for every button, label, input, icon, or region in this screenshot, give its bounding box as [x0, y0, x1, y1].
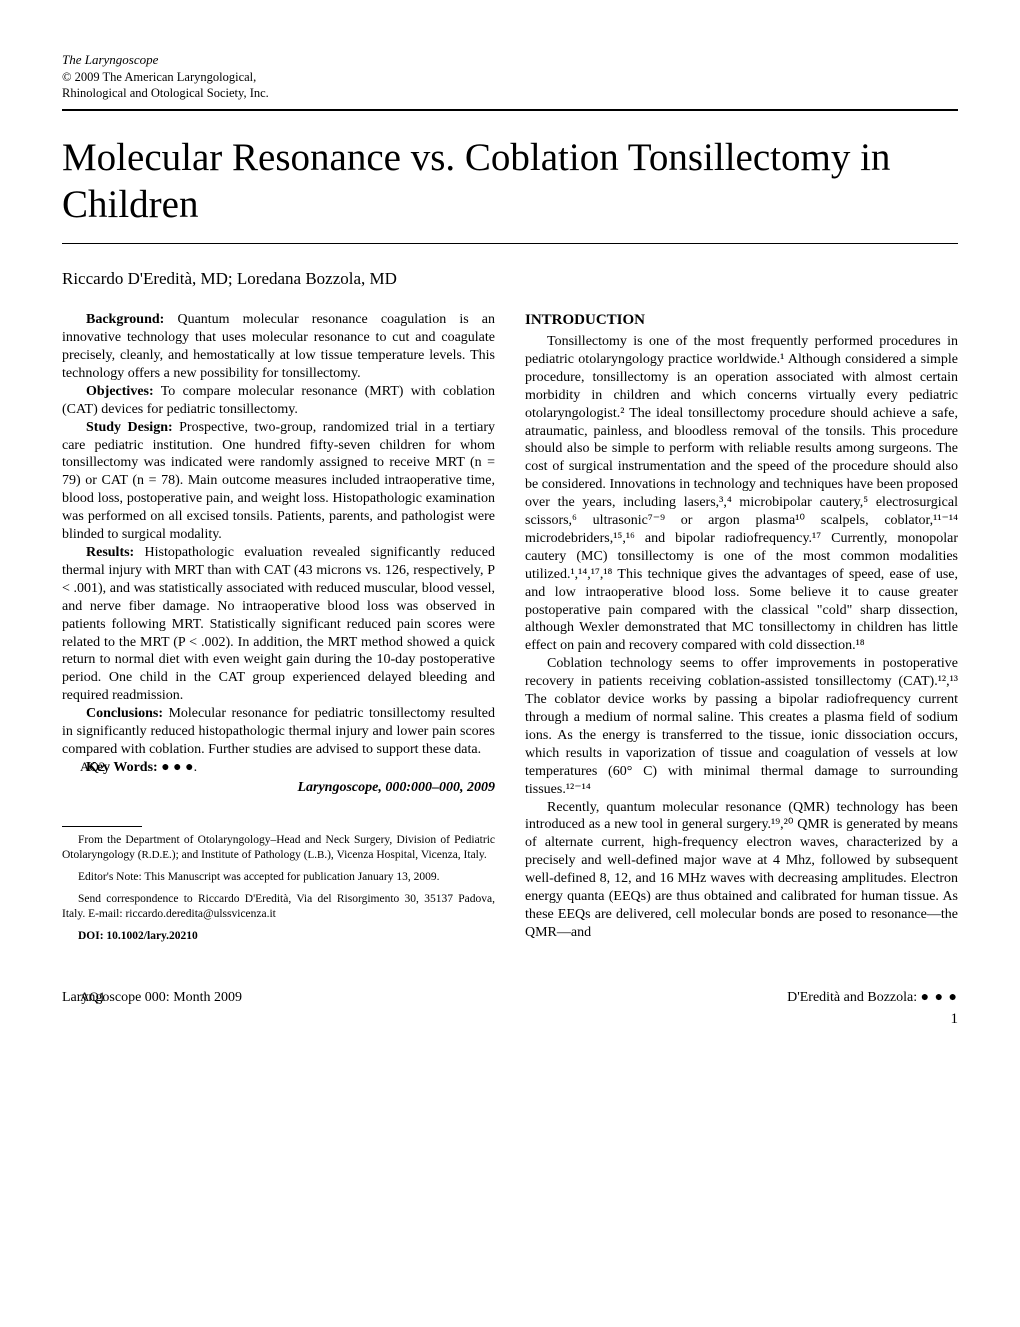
aq2-label: AQ2: [80, 759, 105, 775]
background-label: Background:: [86, 312, 164, 327]
journal-header: The Laryngoscope © 2009 The American Lar…: [62, 52, 958, 101]
abstract: Background: Quantum molecular resonance …: [62, 311, 495, 796]
footnote-correspondence: Send correspondence to Riccardo D'Eredit…: [62, 892, 495, 922]
affil-lb: L.B.: [308, 849, 328, 861]
objectives-label: Objectives:: [86, 384, 154, 399]
left-column: Background: Quantum molecular resonance …: [62, 311, 495, 951]
footnote-doi: DOI: 10.1002/lary.20210: [62, 929, 495, 944]
intro-p1: Tonsillectomy is one of the most frequen…: [525, 333, 958, 655]
design-text: Prospective, two-group, randomized trial…: [62, 420, 495, 542]
rule-under-title: [62, 243, 958, 244]
abstract-background: Background: Quantum molecular resonance …: [62, 311, 495, 383]
abstract-design: Study Design: Prospective, two-group, ra…: [62, 419, 495, 544]
article-title: Molecular Resonance vs. Coblation Tonsil…: [62, 135, 958, 229]
design-label: Study Design:: [86, 420, 173, 435]
journal-title: The Laryngoscope: [62, 52, 958, 69]
journal-copyright: © 2009 The American Laryngological,: [62, 69, 958, 85]
affil-suffix: ), Vicenza Hospital, Vicenza, Italy.: [327, 849, 487, 861]
footer-dots-icon: [921, 990, 958, 1005]
abstract-conclusions: Conclusions: Molecular resonance for ped…: [62, 705, 495, 759]
footnote-affiliation: From the Department of Otolaryngology–He…: [62, 833, 495, 863]
intro-p2: Coblation technology seems to offer impr…: [525, 655, 958, 798]
journal-society: Rhinological and Otological Society, Inc…: [62, 85, 958, 101]
abstract-results: Results: Histopathologic evaluation reve…: [62, 544, 495, 705]
page-number: 1: [62, 1010, 958, 1029]
footnote-editor-note: Editor's Note: This Manuscript was accep…: [62, 870, 495, 885]
affil-rde: R.D.E.: [142, 849, 172, 861]
footnotes: From the Department of Otolaryngology–He…: [62, 833, 495, 944]
right-column: INTRODUCTION Tonsillectomy is one of the…: [525, 311, 958, 951]
keywords-dots: ● ● ●.: [158, 760, 197, 775]
intro-p3: Recently, quantum molecular resonance (Q…: [525, 799, 958, 942]
footer-right: D'Eredità and Bozzola:: [787, 989, 958, 1007]
results-text: Histopathologic evaluation revealed sign…: [62, 545, 495, 703]
affil-mid2: ); and Institute of Pathology (: [172, 849, 308, 861]
page-footer: AQ1 Laryngoscope 000: Month 2009 D'Eredi…: [62, 989, 958, 1007]
two-column-body: Background: Quantum molecular resonance …: [62, 311, 958, 951]
abstract-citation: Laryngoscope, 000:000–000, 2009: [62, 779, 495, 797]
footnote-separator: [62, 826, 142, 827]
abstract-objectives: Objectives: To compare molecular resonan…: [62, 383, 495, 419]
results-label: Results:: [86, 545, 134, 560]
keywords-line: Key Words: ● ● ●.: [62, 759, 495, 777]
aq2-wrap: AQ2 Key Words: ● ● ●.: [62, 759, 495, 777]
rule-top: [62, 109, 958, 111]
aq1-label: AQ1: [80, 989, 105, 1005]
conclusions-label: Conclusions:: [86, 706, 163, 721]
authors: Riccardo D'Eredità, MD; Loredana Bozzola…: [62, 268, 958, 289]
introduction-heading: INTRODUCTION: [525, 311, 958, 330]
introduction-body: Tonsillectomy is one of the most frequen…: [525, 333, 958, 942]
footer-right-prefix: D'Eredità and Bozzola:: [787, 990, 921, 1005]
